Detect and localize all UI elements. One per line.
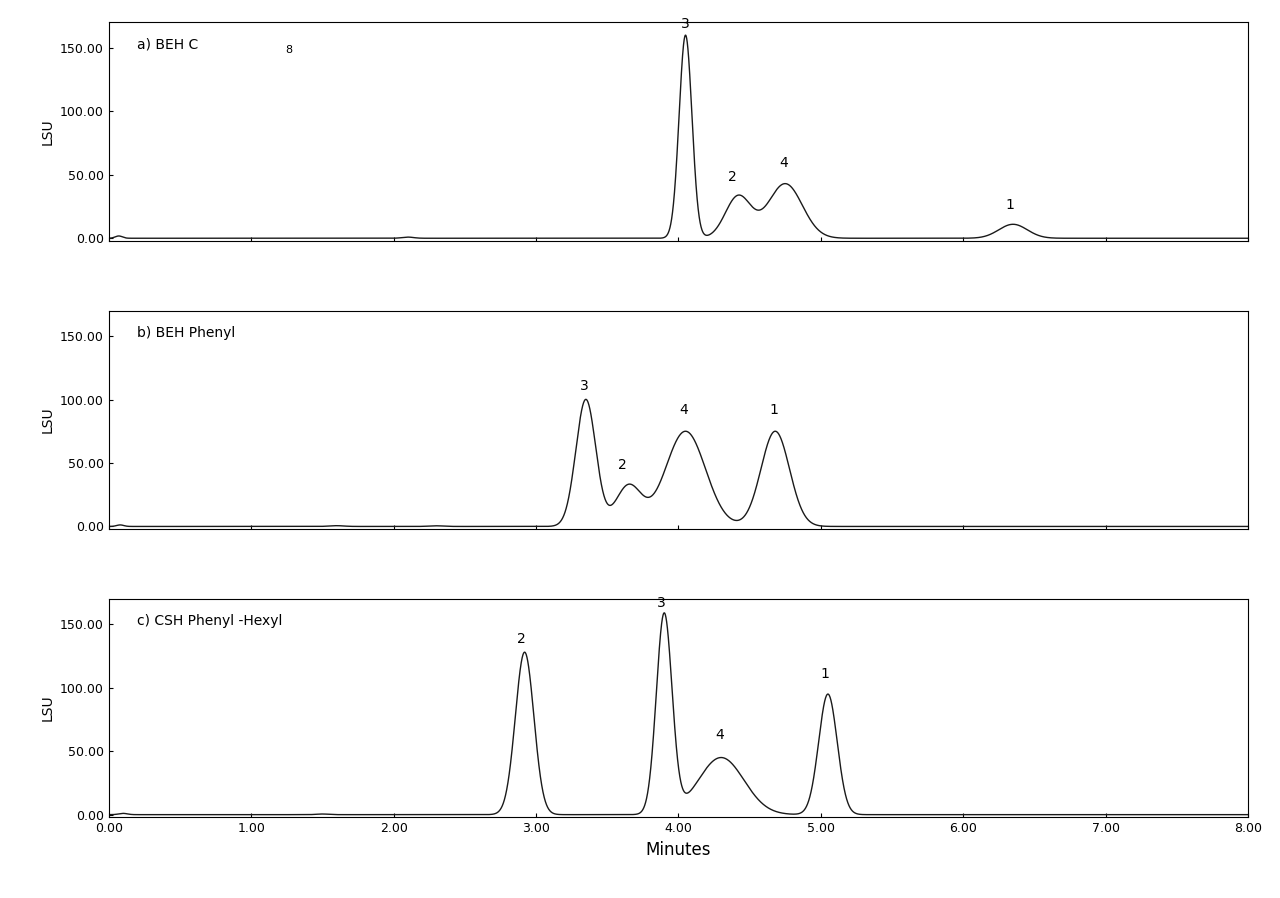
Y-axis label: LSU: LSU — [41, 695, 55, 721]
Text: 3: 3 — [580, 379, 589, 393]
Text: 3: 3 — [681, 17, 690, 31]
Text: 2: 2 — [728, 170, 737, 184]
Text: 4: 4 — [780, 155, 788, 170]
Text: 2: 2 — [618, 458, 627, 471]
Text: 1: 1 — [1006, 198, 1015, 212]
Text: 2: 2 — [517, 632, 526, 646]
Text: 8: 8 — [285, 46, 293, 56]
Text: 1: 1 — [769, 403, 778, 418]
Text: 4: 4 — [716, 728, 724, 743]
Text: 4: 4 — [680, 403, 689, 418]
Text: 3: 3 — [657, 596, 666, 611]
Text: c) CSH Phenyl -Hexyl: c) CSH Phenyl -Hexyl — [137, 614, 283, 628]
Y-axis label: LSU: LSU — [41, 407, 55, 433]
Text: a) BEH C: a) BEH C — [137, 38, 198, 52]
Text: 1: 1 — [820, 667, 829, 682]
Text: b) BEH Phenyl: b) BEH Phenyl — [137, 326, 236, 340]
X-axis label: Minutes: Minutes — [645, 841, 712, 858]
Y-axis label: LSU: LSU — [41, 119, 55, 145]
